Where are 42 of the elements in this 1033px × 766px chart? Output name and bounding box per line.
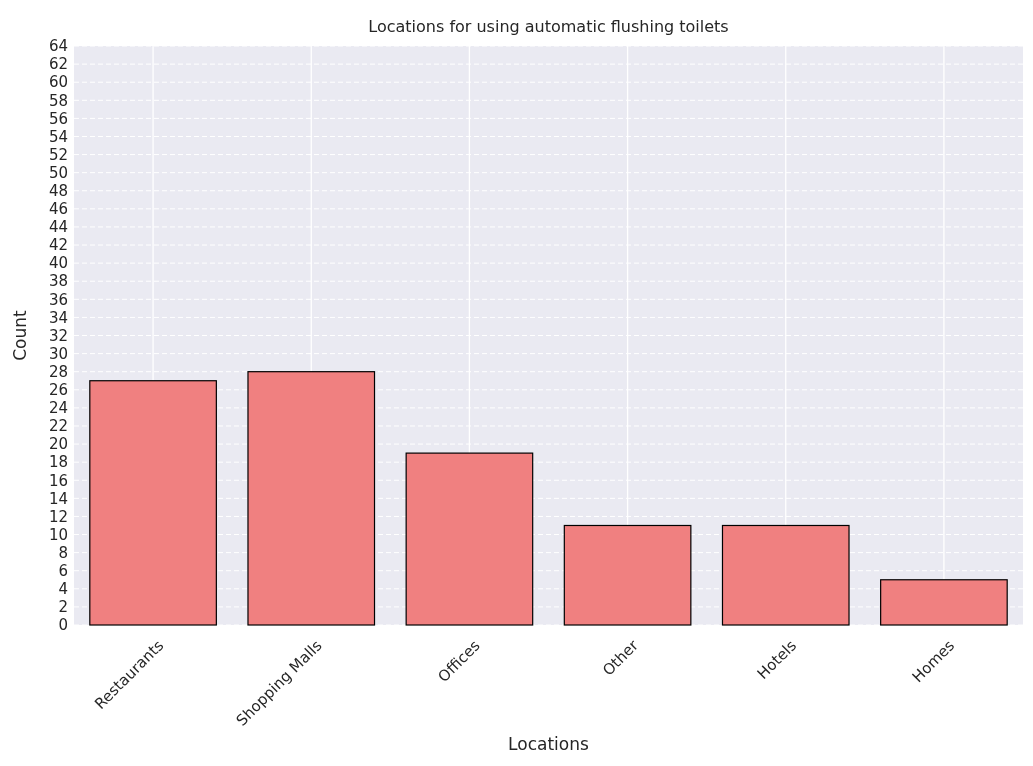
y-tick-label: 60 xyxy=(48,73,68,92)
y-tick-label: 42 xyxy=(48,236,68,255)
y-tick-label: 14 xyxy=(48,489,68,508)
y-tick-label: 10 xyxy=(48,525,68,544)
y-axis-title: Count xyxy=(10,309,30,361)
y-tick-label: 28 xyxy=(48,362,68,381)
y-tick-label: 62 xyxy=(48,55,68,74)
y-tick-label: 26 xyxy=(48,381,68,400)
x-axis-title: Locations xyxy=(508,734,590,754)
y-tick-label: 4 xyxy=(58,580,68,599)
y-tick-label: 44 xyxy=(48,218,68,237)
y-tick-label: 6 xyxy=(58,561,68,580)
y-tick-label: 38 xyxy=(48,272,68,291)
y-tick-label: 40 xyxy=(48,254,68,273)
y-tick-label: 22 xyxy=(48,417,68,436)
bar xyxy=(721,524,850,626)
y-tick-label: 24 xyxy=(48,399,68,418)
y-tick-label: 8 xyxy=(58,543,68,562)
bar xyxy=(880,579,1008,626)
y-tick-label: 46 xyxy=(48,200,68,219)
y-tick-label: 30 xyxy=(48,344,68,363)
y-tick-label: 18 xyxy=(48,453,68,472)
bar xyxy=(563,524,692,626)
y-tick-label: 52 xyxy=(48,145,68,164)
y-tick-label: 2 xyxy=(58,598,68,617)
y-tick-label: 0 xyxy=(58,616,68,635)
y-tick-label: 32 xyxy=(48,326,68,345)
y-tick-label: 36 xyxy=(48,290,68,309)
bar xyxy=(405,452,534,626)
bar xyxy=(247,371,376,626)
y-tick-label: 48 xyxy=(48,182,68,200)
chart-title: Locations for using automatic flushing toilets xyxy=(368,17,729,36)
y-tick-label: 64 xyxy=(48,37,68,56)
y-tick-label: 20 xyxy=(48,435,68,454)
y-tick-label: 54 xyxy=(48,127,68,146)
y-tick-label: 16 xyxy=(48,471,68,490)
y-tick-label: 56 xyxy=(48,109,68,128)
y-tick-label: 50 xyxy=(48,163,68,182)
bar xyxy=(89,380,217,626)
y-tick-label: 12 xyxy=(48,507,68,526)
y-tick-label: 34 xyxy=(48,308,68,327)
y-tick-label: 58 xyxy=(48,91,68,110)
